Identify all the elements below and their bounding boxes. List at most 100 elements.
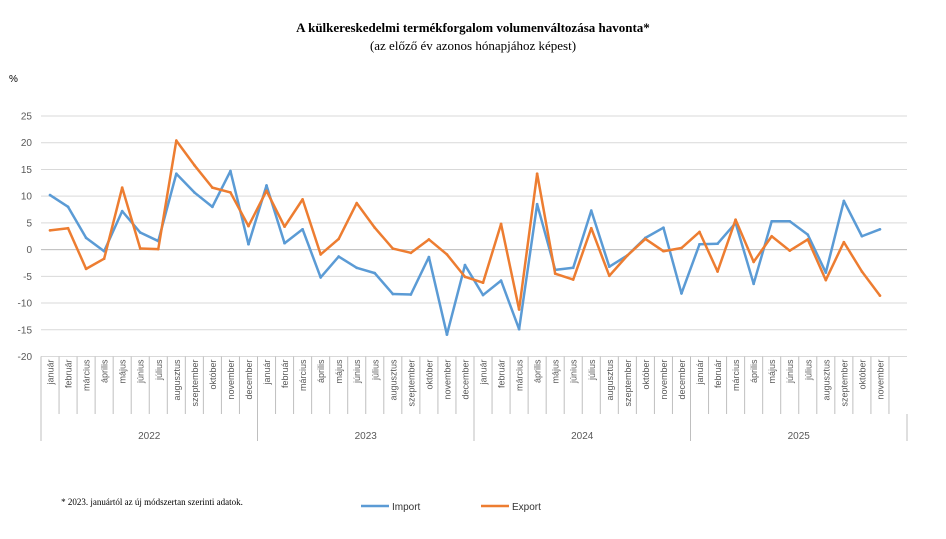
import-data-point bbox=[138, 231, 142, 234]
import-data-point bbox=[66, 205, 70, 209]
export-data-point bbox=[860, 270, 864, 273]
export-data-point bbox=[229, 191, 232, 194]
export-data-point bbox=[265, 189, 268, 193]
export-data-point bbox=[337, 237, 340, 241]
export-data-point bbox=[175, 139, 178, 142]
x-tick-label: június bbox=[785, 359, 795, 384]
legend-export-label: Export bbox=[512, 502, 541, 513]
y-tick-label: 0 bbox=[26, 245, 32, 256]
import-line-segment bbox=[571, 209, 593, 270]
x-tick-label: március bbox=[298, 359, 308, 391]
x-tick-label: február bbox=[64, 360, 74, 389]
import-data-point bbox=[860, 234, 864, 238]
export-data-point bbox=[283, 225, 286, 228]
import-line-segment bbox=[193, 191, 214, 209]
import-line-segment bbox=[373, 271, 395, 296]
export-data-point bbox=[48, 229, 52, 232]
y-tick-label: 15 bbox=[21, 165, 33, 176]
import-data-point bbox=[427, 255, 431, 259]
import-data-point bbox=[481, 293, 485, 297]
y-axis-ticks: -20 -15 -10 -5 0 5 10 15 20 25 bbox=[18, 112, 33, 364]
export-data-point bbox=[156, 247, 160, 251]
import-line-segment bbox=[337, 255, 358, 270]
export-data-point bbox=[553, 272, 557, 275]
x-tick-label: május bbox=[551, 359, 561, 384]
year-label: 2022 bbox=[138, 431, 161, 442]
export-data-point bbox=[499, 222, 503, 226]
import-data-point bbox=[878, 228, 882, 231]
x-tick-label: június bbox=[136, 359, 146, 384]
legend: Import Export bbox=[361, 502, 541, 513]
export-line-segment bbox=[120, 186, 142, 250]
export-line-segment bbox=[752, 235, 773, 264]
export-data-point bbox=[66, 226, 70, 230]
import-data-point bbox=[337, 255, 340, 258]
export-data-point bbox=[788, 249, 792, 252]
import-data-point bbox=[319, 276, 322, 279]
x-tick-label: július bbox=[587, 359, 597, 381]
x-axis: január február március április május június jú… bbox=[40, 249, 908, 442]
import-line-segment bbox=[680, 243, 701, 295]
import-data-point bbox=[193, 191, 196, 194]
import-data-point bbox=[608, 265, 611, 269]
export-line-segment bbox=[571, 226, 593, 281]
import-line-segment bbox=[175, 172, 196, 194]
export-data-point bbox=[463, 275, 467, 279]
import-line-segment bbox=[481, 279, 503, 297]
series-import bbox=[48, 169, 882, 336]
import-line-segment bbox=[48, 193, 70, 209]
export-data-point bbox=[481, 281, 485, 285]
export-data-point bbox=[716, 270, 719, 273]
export-line-segment bbox=[662, 246, 683, 253]
export-line-segment bbox=[842, 240, 864, 273]
export-line-segment bbox=[770, 235, 791, 252]
export-line-segment bbox=[427, 238, 449, 256]
x-tick-label: november bbox=[659, 360, 669, 400]
export-data-point bbox=[445, 253, 449, 256]
x-tick-label: január bbox=[479, 360, 489, 386]
y-tick-label: 5 bbox=[26, 218, 32, 229]
import-line-segment bbox=[590, 209, 611, 268]
export-data-point bbox=[373, 226, 377, 229]
import-data-point bbox=[662, 226, 665, 229]
export-data-point bbox=[806, 238, 810, 241]
export-line-segment bbox=[481, 222, 503, 284]
export-data-point bbox=[211, 186, 214, 189]
export-data-point bbox=[698, 230, 701, 234]
x-tick-label: augusztus bbox=[605, 359, 615, 401]
export-line-segment bbox=[229, 191, 250, 228]
export-line-segment bbox=[590, 226, 611, 278]
import-line-segment bbox=[84, 236, 106, 253]
export-data-point bbox=[535, 172, 539, 176]
x-tick-label: július bbox=[803, 359, 813, 381]
export-data-point bbox=[138, 247, 142, 250]
export-line-segment bbox=[211, 186, 232, 194]
import-line-segment bbox=[283, 228, 304, 245]
x-tick-label: augusztus bbox=[172, 359, 182, 401]
x-tick-label: március bbox=[731, 359, 741, 391]
legend-import-label: Import bbox=[392, 502, 421, 513]
y-tick-label: -10 bbox=[18, 299, 33, 310]
import-data-point bbox=[698, 242, 701, 246]
export-line-segment bbox=[175, 139, 196, 167]
export-data-point bbox=[608, 274, 611, 278]
import-data-point bbox=[499, 279, 503, 282]
export-line-segment bbox=[517, 172, 539, 311]
import-line-segment bbox=[355, 266, 377, 275]
x-tick-label: november bbox=[442, 360, 452, 400]
export-line-segment bbox=[445, 253, 467, 279]
import-line-segment bbox=[824, 199, 846, 274]
import-data-point bbox=[571, 266, 575, 270]
import-data-point bbox=[535, 202, 539, 206]
x-tick-label: április bbox=[749, 359, 759, 383]
import-data-point bbox=[301, 228, 304, 231]
y-tick-label: -5 bbox=[23, 272, 32, 283]
x-tick-label: június bbox=[352, 359, 362, 384]
export-line-segment bbox=[66, 226, 88, 271]
y-tick-label: -20 bbox=[18, 352, 33, 363]
import-line-segment bbox=[842, 199, 864, 238]
import-data-point bbox=[445, 333, 449, 336]
import-data-point bbox=[680, 292, 683, 295]
export-data-point bbox=[752, 260, 755, 264]
